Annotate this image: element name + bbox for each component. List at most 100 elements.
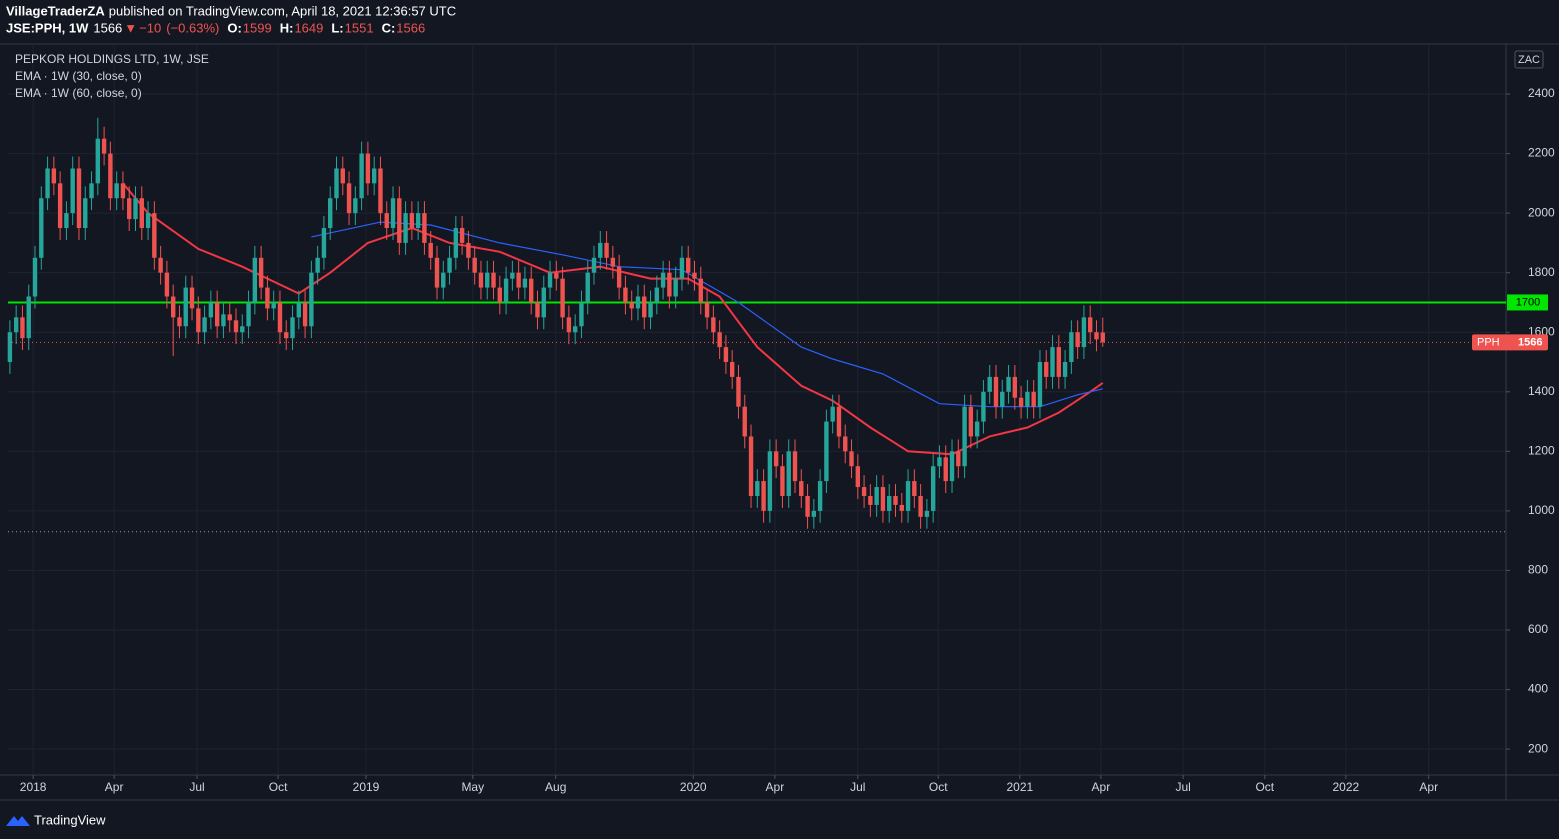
candle-body — [893, 495, 898, 505]
candle-body — [152, 213, 157, 258]
candle-body — [874, 487, 879, 505]
candle-body — [692, 272, 697, 279]
y-tick-label: 200 — [1528, 741, 1548, 755]
y-tick-label: 600 — [1528, 622, 1548, 636]
candle-body — [686, 257, 691, 273]
candle-body — [321, 228, 327, 258]
candle-body — [629, 302, 634, 309]
candle-body — [472, 257, 477, 273]
candle-body — [252, 257, 258, 303]
ohlc-value: 1551 — [345, 20, 374, 35]
x-tick-label: 2022 — [1332, 780, 1359, 794]
candle-body — [177, 317, 182, 327]
candle-body — [145, 213, 151, 229]
ohlc-label: H: — [280, 20, 294, 35]
candle-body — [623, 287, 628, 303]
candle-body — [127, 198, 132, 220]
ohlc-value: 1599 — [243, 20, 272, 35]
candle-body — [981, 391, 986, 422]
candle-body — [956, 451, 961, 467]
candle-body — [729, 362, 735, 377]
y-tick-label: 2400 — [1528, 86, 1555, 100]
brand[interactable]: TradingView — [34, 812, 106, 827]
direction: ▼ — [124, 20, 137, 35]
candle-body — [905, 481, 911, 511]
candle-body — [616, 266, 622, 288]
candle-body — [968, 406, 974, 437]
candle-body — [987, 376, 992, 392]
candle-body — [120, 183, 126, 199]
candle-body — [491, 272, 496, 288]
candle-body — [277, 302, 283, 333]
candle-body — [466, 242, 471, 258]
y-tick-label: 1400 — [1528, 384, 1555, 398]
line-label: 1700 — [1516, 296, 1540, 308]
logo[interactable] — [6, 816, 30, 826]
candle-body — [510, 272, 515, 279]
candle-body — [937, 457, 942, 467]
candle-body — [817, 481, 823, 511]
candle-body — [717, 332, 722, 348]
candle-body — [459, 228, 465, 243]
candle-body — [698, 278, 703, 303]
currency-box[interactable] — [1514, 50, 1544, 69]
candle-body — [70, 168, 75, 214]
candle-body — [1037, 362, 1043, 407]
candle-body — [792, 451, 798, 482]
candle-body — [547, 272, 553, 288]
candle-body — [246, 302, 251, 327]
x-tick-label: Oct — [269, 780, 288, 794]
candle-body — [654, 287, 660, 303]
candle-body — [384, 213, 389, 229]
x-tick-label: Oct — [929, 780, 948, 794]
candle-body — [214, 302, 220, 327]
candle-body — [1069, 332, 1074, 363]
candle-body — [572, 326, 578, 333]
candle-body — [887, 495, 892, 511]
candle-body — [723, 347, 729, 363]
candle-body — [101, 138, 107, 154]
candle-body — [183, 287, 188, 327]
candle-body — [503, 278, 509, 303]
legend-title: PEPKOR HOLDINGS LTD, 1W, JSE — [15, 52, 209, 66]
price-label-symbol: PPH — [1477, 336, 1500, 348]
candle-body — [805, 495, 810, 517]
grid — [8, 44, 1506, 775]
candle-body — [51, 168, 57, 184]
candle-body — [880, 487, 886, 511]
candle-body — [196, 308, 201, 333]
candle-body — [1094, 332, 1099, 340]
x-tick-label: Jul — [189, 780, 204, 794]
candle-body — [415, 213, 421, 229]
candle-body — [271, 302, 276, 309]
candle-body — [447, 257, 452, 273]
candle-body — [579, 302, 584, 327]
candle-body — [497, 287, 502, 303]
candle-body — [378, 168, 383, 214]
publisher[interactable]: VillageTraderZA — [6, 3, 105, 18]
price-label-value: 1566 — [1518, 336, 1542, 348]
line-label-box — [1507, 294, 1548, 311]
candle-body — [1000, 391, 1005, 407]
x-tick-label: May — [461, 780, 484, 794]
candle-body — [64, 213, 69, 229]
candle-body — [849, 451, 854, 467]
y-tick-label: 1200 — [1528, 444, 1555, 458]
candle-body — [359, 153, 364, 199]
candle-body — [1075, 332, 1080, 348]
candle-body — [1012, 376, 1018, 398]
ohlc-label: O: — [227, 20, 241, 35]
y-tick-label: 2200 — [1528, 146, 1555, 160]
ohlc-value: 1649 — [294, 20, 323, 35]
y-tick-label: 800 — [1528, 563, 1548, 577]
candle-body — [943, 457, 948, 482]
candle-body — [434, 257, 440, 288]
candle-body — [993, 376, 999, 407]
candle-body — [541, 287, 546, 318]
candle-body — [371, 168, 377, 184]
candle-body — [227, 314, 232, 321]
candle-body — [302, 302, 308, 327]
candle-body — [1062, 362, 1068, 377]
